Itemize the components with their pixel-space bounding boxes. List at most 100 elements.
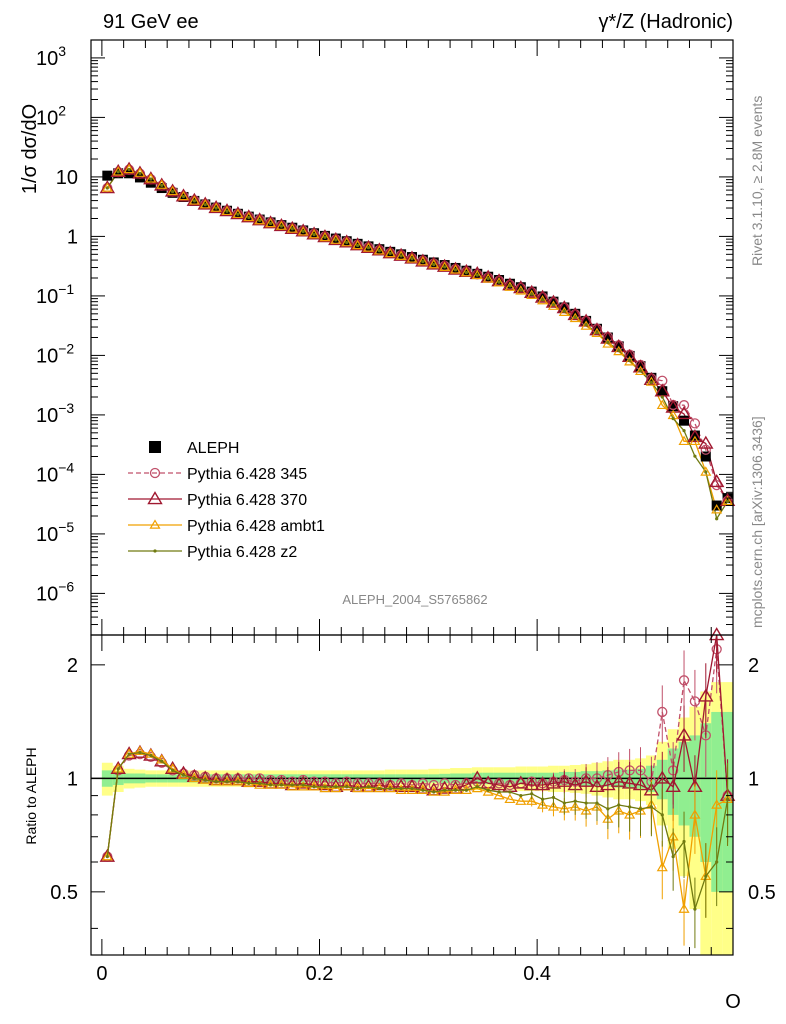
main-marker-ratio_ambt1 xyxy=(406,253,418,263)
ratio-marker-ratio_370 xyxy=(556,773,573,787)
ratio-marker-ratio_z2 xyxy=(421,788,425,792)
ratio-marker-ratio_z2 xyxy=(519,794,523,798)
ratio-marker-ratio_ambt1 xyxy=(384,782,396,793)
ratio-marker-ratio_z2 xyxy=(715,860,719,864)
main-marker-ratio_370 xyxy=(164,183,181,197)
main-marker-ratio_z2 xyxy=(638,369,643,373)
ratio-marker-ratio_z2 xyxy=(192,776,196,780)
main-marker-ratio_ambt1 xyxy=(482,273,494,283)
ratio-marker-ratio_370 xyxy=(698,688,714,702)
aleph-point xyxy=(602,332,613,343)
main-marker-ratio_ambt1 xyxy=(580,320,592,330)
main-marker-ratio_370 xyxy=(251,212,268,226)
main-marker-ratio_370 xyxy=(306,226,322,240)
main-marker-ratio_ambt1 xyxy=(177,190,190,201)
ratio-marker-ratio_z2 xyxy=(399,786,403,791)
main-marker-ratio_ambt1 xyxy=(341,236,353,247)
main-marker-ratio_370 xyxy=(447,261,464,275)
ratio-marker-ratio_ambt1 xyxy=(101,850,113,861)
main-marker-ratio_z2 xyxy=(105,186,109,190)
main-marker-ratio_ambt1 xyxy=(319,231,331,242)
ratio-marker-ratio_370 xyxy=(491,777,507,791)
main-marker-ratio_z2 xyxy=(323,235,327,239)
ratio-marker-ratio_ambt1 xyxy=(504,793,516,804)
main-marker-ratio_z2 xyxy=(432,263,436,267)
main-marker-ratio_z2 xyxy=(464,271,469,275)
main-marker-ratio_z2 xyxy=(301,229,305,234)
ratio-marker-ratio_ambt1 xyxy=(439,786,451,796)
main-marker-ratio_z2 xyxy=(116,170,120,174)
main-marker-ratio_ambt1 xyxy=(645,376,657,386)
aleph-point xyxy=(439,260,450,271)
ratio-marker-ratio_z2 xyxy=(617,803,621,807)
main-marker-ratio_z2 xyxy=(443,265,447,269)
ratio-marker-ratio_370 xyxy=(534,777,551,791)
main-marker-ratio_ambt1 xyxy=(504,281,516,291)
main-marker-ratio_ambt1 xyxy=(439,261,451,271)
ratio-marker-ratio_ambt1 xyxy=(319,782,331,793)
mcplots-label: mcplots.cern.ch [arXiv:1306.3436] xyxy=(749,416,765,628)
main-marker-ratio_ambt1 xyxy=(145,173,157,183)
main-marker-ratio_370 xyxy=(523,284,540,298)
ratio-marker-ratio_z2 xyxy=(595,801,599,805)
main-marker-ratio_z2 xyxy=(595,331,599,335)
main-marker-ratio_z2 xyxy=(530,292,534,296)
ratio-marker-ratio_z2 xyxy=(540,797,545,801)
main-marker-ratio_z2 xyxy=(192,199,196,203)
ratio-marker-ratio_z2 xyxy=(138,751,142,755)
ratio-marker-ratio_ambt1 xyxy=(134,745,146,756)
ratio-marker-ratio_z2 xyxy=(149,753,153,758)
aleph-point xyxy=(417,254,428,265)
main-marker-ratio_370 xyxy=(132,165,148,179)
main-marker-ratio_ambt1 xyxy=(297,226,309,236)
main-marker-ratio_z2 xyxy=(258,218,262,222)
ratio-marker-ratio_370 xyxy=(545,775,562,789)
axes: 10−6 10−5 10−4 10−3 10−2 10−1 1 10 102 103 0 0.2 0.4… xyxy=(36,39,776,985)
aleph-point xyxy=(668,401,679,412)
main-marker-ratio_z2 xyxy=(551,303,556,307)
aleph-point xyxy=(483,271,494,282)
ratio-marker-ratio_z2 xyxy=(258,781,262,785)
aleph-point xyxy=(700,451,711,462)
aleph-point xyxy=(450,262,461,273)
main-marker-ratio_z2 xyxy=(247,215,251,220)
main-panel-content xyxy=(99,161,736,521)
ratio-marker-ratio_ambt1 xyxy=(330,782,342,793)
main-marker-ratio_z2 xyxy=(606,340,610,344)
ratio-marker-ratio_z2 xyxy=(312,785,316,789)
ratio-marker-ratio_345 xyxy=(657,706,668,718)
ratio-marker-ratio_370 xyxy=(600,777,616,791)
main-marker-ratio_z2 xyxy=(617,348,621,353)
main-marker-ratio_z2 xyxy=(671,416,675,421)
main-marker-ratio_z2 xyxy=(682,429,686,433)
main-marker-ratio_z2 xyxy=(236,212,240,216)
main-marker-ratio_370 xyxy=(273,217,290,232)
main-marker-ratio_z2 xyxy=(171,189,175,194)
main-marker-ratio_z2 xyxy=(475,273,479,277)
ratio-marker-ratio_z2 xyxy=(606,807,610,811)
main-marker-ratio_ambt1 xyxy=(286,223,298,233)
main-marker-ratio_ambt1 xyxy=(221,205,233,216)
main-marker-ratio_345 xyxy=(678,400,690,411)
ratio-marker-ratio_z2 xyxy=(268,783,273,787)
ratio-marker-ratio_z2 xyxy=(247,781,251,785)
main-marker-ratio_ambt1 xyxy=(428,258,440,269)
main-marker-ratio_ambt1 xyxy=(264,217,277,228)
ratio-marker-ratio_z2 xyxy=(725,797,730,801)
ratio-xtick-label: 0.2 xyxy=(306,963,334,985)
main-marker-ratio_ambt1 xyxy=(210,202,222,212)
main-marker-ratio_370 xyxy=(186,192,203,206)
ratio-marker-ratio_z2 xyxy=(660,813,664,817)
main-ytick-label: 10 xyxy=(56,167,78,189)
main-marker-ratio_ambt1 xyxy=(711,504,723,514)
header-right: γ*/Z (Hadronic) xyxy=(599,11,733,33)
ratio-marker-ratio_z2 xyxy=(693,907,697,911)
main-marker-ratio_370 xyxy=(241,209,257,223)
ratio-marker-ratio_z2 xyxy=(497,790,501,794)
ratio-marker-ratio_345 xyxy=(678,675,690,686)
legend-label: Pythia 6.428 ambt1 xyxy=(187,518,325,535)
legend-marker-p345 xyxy=(149,467,161,479)
main-marker-ratio_z2 xyxy=(334,238,338,242)
main-ytick-label: 10−1 xyxy=(36,281,74,308)
rivet-label: Rivet 3.1.10, ≥ 2.8M events xyxy=(749,96,765,266)
